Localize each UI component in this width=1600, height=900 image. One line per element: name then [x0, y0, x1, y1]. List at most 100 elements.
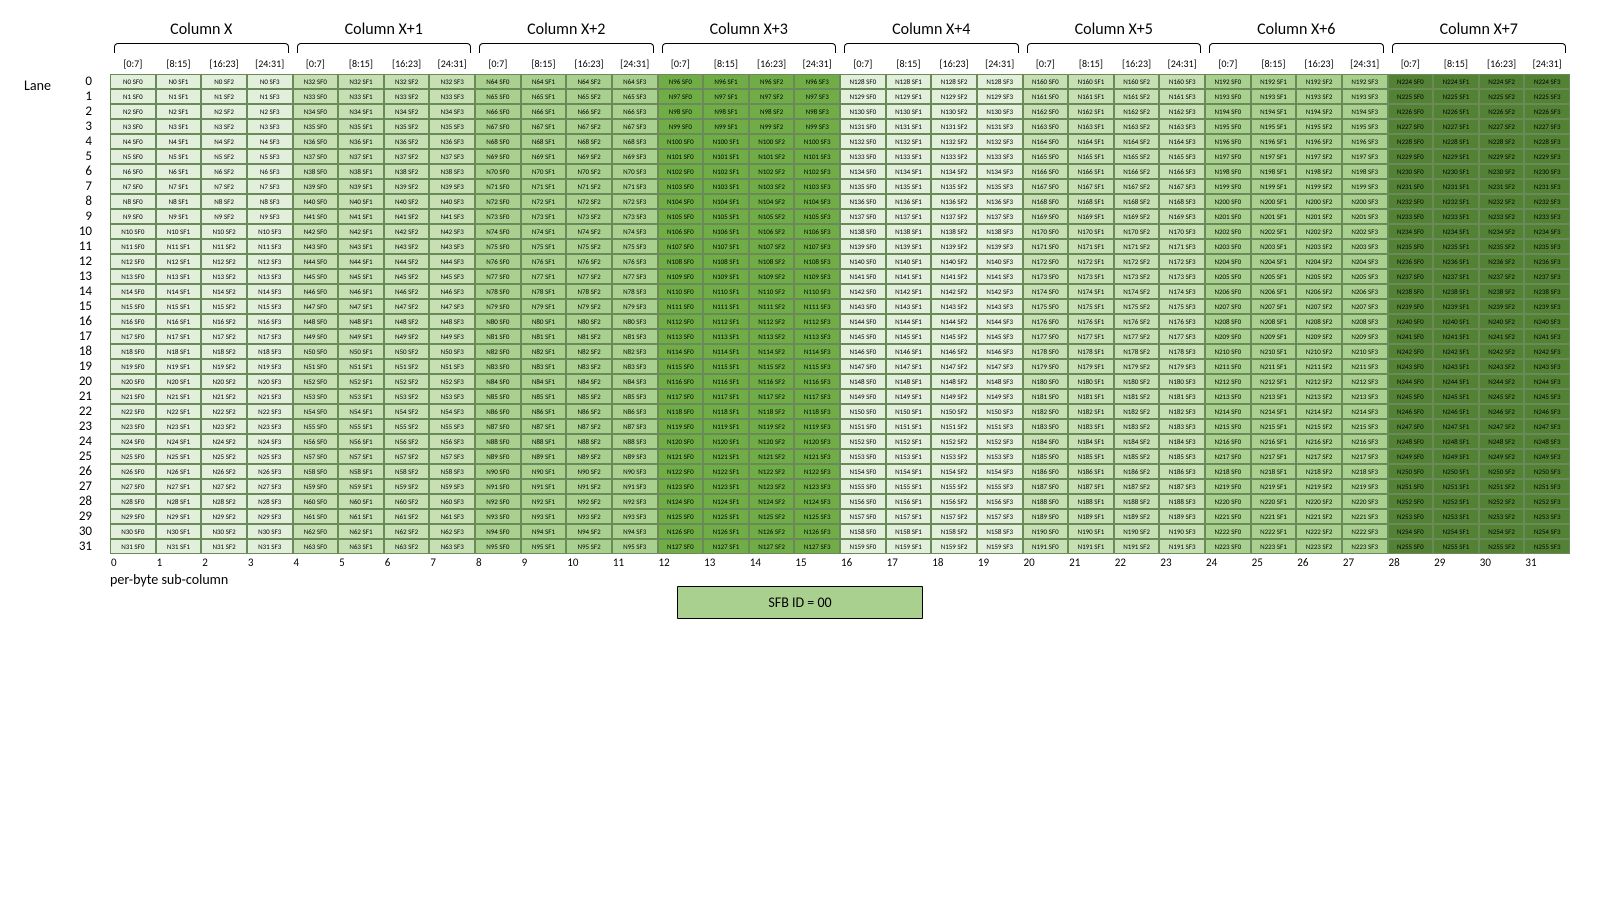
data-cell: N43 SF2 — [384, 239, 430, 254]
data-cell: N250 SF3 — [1524, 464, 1570, 479]
table-row: N9 SF0N9 SF1N9 SF2N9 SF3N41 SF0N41 SF1N4… — [110, 209, 1570, 224]
data-cell: N154 SF2 — [931, 464, 977, 479]
data-cell: N66 SF0 — [475, 104, 521, 119]
data-cell: N90 SF1 — [521, 464, 567, 479]
data-cell: N254 SF1 — [1433, 524, 1479, 539]
data-cell: N22 SF0 — [110, 404, 156, 419]
data-cell: N234 SF2 — [1479, 224, 1525, 239]
data-cell: N151 SF1 — [886, 419, 932, 434]
data-cell: N214 SF0 — [1205, 404, 1251, 419]
data-cell: N81 SF3 — [612, 329, 658, 344]
data-cell: N172 SF3 — [1159, 254, 1205, 269]
lane-index: 1 — [30, 89, 110, 104]
data-cell: N181 SF2 — [1114, 389, 1160, 404]
data-cell: N8 SF0 — [110, 194, 156, 209]
data-cell: N223 SF2 — [1296, 539, 1342, 554]
data-cell: N146 SF1 — [886, 344, 932, 359]
table-row: N25 SF0N25 SF1N25 SF2N25 SF3N57 SF0N57 S… — [110, 449, 1570, 464]
column-header: Column X+7 — [1388, 20, 1571, 55]
data-cell: N37 SF0 — [293, 149, 339, 164]
data-cell: N93 SF2 — [566, 509, 612, 524]
data-cell: N120 SF2 — [749, 434, 795, 449]
data-cell: N245 SF3 — [1524, 389, 1570, 404]
data-cell: N176 SF1 — [1068, 314, 1114, 329]
data-cell: N11 SF2 — [201, 239, 247, 254]
byte-range-label: [16:23] — [566, 55, 612, 72]
data-cell: N13 SF2 — [201, 269, 247, 284]
data-cell: N65 SF2 — [566, 89, 612, 104]
byte-range-label: [8:15] — [521, 55, 567, 72]
data-cell: N84 SF2 — [566, 374, 612, 389]
data-cell: N32 SF3 — [429, 74, 475, 89]
data-cell: N131 SF0 — [840, 119, 886, 134]
data-cell: N192 SF2 — [1296, 74, 1342, 89]
data-cell: N243 SF1 — [1433, 359, 1479, 374]
data-cell: N96 SF0 — [658, 74, 704, 89]
data-cell: N77 SF0 — [475, 269, 521, 284]
byte-range-label: [24:31] — [429, 55, 475, 72]
data-cell: N88 SF1 — [521, 434, 567, 449]
data-cell: N144 SF2 — [931, 314, 977, 329]
data-cell: N210 SF2 — [1296, 344, 1342, 359]
data-cell: N154 SF3 — [977, 464, 1023, 479]
data-cell: N207 SF0 — [1205, 299, 1251, 314]
data-cell: N217 SF2 — [1296, 449, 1342, 464]
data-cell: N105 SF3 — [794, 209, 840, 224]
data-cell: N247 SF2 — [1479, 419, 1525, 434]
data-cell: N82 SF0 — [475, 344, 521, 359]
table-row: N6 SF0N6 SF1N6 SF2N6 SF3N38 SF0N38 SF1N3… — [110, 164, 1570, 179]
data-cell: N181 SF1 — [1068, 389, 1114, 404]
data-cell: N100 SF1 — [703, 134, 749, 149]
data-cell: N132 SF3 — [977, 134, 1023, 149]
data-cell: N67 SF2 — [566, 119, 612, 134]
data-cell: N175 SF0 — [1023, 299, 1069, 314]
data-cell: N147 SF1 — [886, 359, 932, 374]
data-cell: N211 SF0 — [1205, 359, 1251, 374]
data-cell: N5 SF3 — [247, 149, 293, 164]
data-cell: N124 SF1 — [703, 494, 749, 509]
data-cell: N36 SF0 — [293, 134, 339, 149]
data-cell: N118 SF3 — [794, 404, 840, 419]
data-cell: N111 SF1 — [703, 299, 749, 314]
data-cell: N140 SF1 — [886, 254, 932, 269]
data-cell: N50 SF3 — [429, 344, 475, 359]
data-cell: N16 SF1 — [156, 314, 202, 329]
sub-column-number: 28 — [1388, 556, 1434, 569]
data-cell: N62 SF0 — [293, 524, 339, 539]
data-cell: N47 SF0 — [293, 299, 339, 314]
data-cell: N53 SF2 — [384, 389, 430, 404]
sub-column-number: 20 — [1023, 556, 1069, 569]
data-cell: N6 SF3 — [247, 164, 293, 179]
byte-range-label: [0:7] — [475, 55, 521, 72]
data-cell: N151 SF0 — [840, 419, 886, 434]
data-cell: N12 SF2 — [201, 254, 247, 269]
data-cell: N160 SF2 — [1114, 74, 1160, 89]
data-cell: N83 SF1 — [521, 359, 567, 374]
data-cell: N101 SF3 — [794, 149, 840, 164]
data-cell: N212 SF1 — [1251, 374, 1297, 389]
data-cell: N209 SF2 — [1296, 329, 1342, 344]
data-cell: N51 SF1 — [338, 359, 384, 374]
data-cell: N197 SF3 — [1342, 149, 1388, 164]
data-cell: N30 SF2 — [201, 524, 247, 539]
data-cell: N96 SF1 — [703, 74, 749, 89]
data-cell: N157 SF1 — [886, 509, 932, 524]
data-cell: N161 SF1 — [1068, 89, 1114, 104]
data-cell: N117 SF1 — [703, 389, 749, 404]
table-row: N22 SF0N22 SF1N22 SF2N22 SF3N54 SF0N54 S… — [110, 404, 1570, 419]
data-cell: N28 SF3 — [247, 494, 293, 509]
data-cell: N13 SF1 — [156, 269, 202, 284]
data-cell: N7 SF2 — [201, 179, 247, 194]
data-cell: N192 SF0 — [1205, 74, 1251, 89]
data-cell: N194 SF1 — [1251, 104, 1297, 119]
data-cell: N201 SF3 — [1342, 209, 1388, 224]
data-cell: N202 SF1 — [1251, 224, 1297, 239]
data-cell: N240 SF0 — [1388, 314, 1434, 329]
data-cell: N108 SF3 — [794, 254, 840, 269]
data-cell: N133 SF1 — [886, 149, 932, 164]
data-cell: N192 SF3 — [1342, 74, 1388, 89]
data-cell: N128 SF2 — [931, 74, 977, 89]
table-row: N1 SF0N1 SF1N1 SF2N1 SF3N33 SF0N33 SF1N3… — [110, 89, 1570, 104]
data-cell: N97 SF1 — [703, 89, 749, 104]
data-cell: N33 SF1 — [338, 89, 384, 104]
